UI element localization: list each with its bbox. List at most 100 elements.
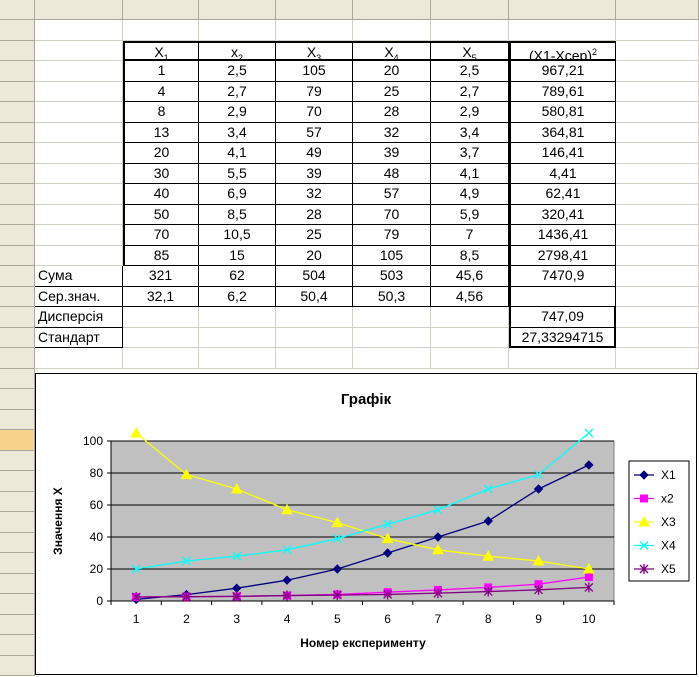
cell-f14[interactable]: 4,56	[431, 287, 509, 307]
cell-c9[interactable]: 6,9	[199, 184, 276, 205]
cell-d11[interactable]: 25	[276, 225, 353, 246]
row-header-30[interactable]	[0, 615, 35, 635]
cell-h6[interactable]	[616, 123, 699, 143]
column-header-a[interactable]	[35, 0, 123, 20]
cell-f15[interactable]	[431, 307, 509, 328]
cell-b4[interactable]: 4	[123, 82, 199, 102]
cell-a12[interactable]	[35, 246, 123, 266]
row-header-13[interactable]	[0, 266, 35, 287]
cell-a3[interactable]	[35, 61, 123, 82]
cell-g2[interactable]: (X1-Xcep)2	[509, 41, 616, 61]
cell-d13[interactable]: 504	[276, 266, 353, 287]
row-header-1[interactable]	[0, 20, 35, 41]
cell-e12[interactable]: 105	[353, 246, 431, 266]
cell-d15[interactable]	[276, 307, 353, 328]
cell-e14[interactable]: 50,3	[353, 287, 431, 307]
row-header-10[interactable]	[0, 205, 35, 225]
cell-c11[interactable]: 10,5	[199, 225, 276, 246]
cell-e9[interactable]: 57	[353, 184, 431, 205]
cell-e1[interactable]	[353, 20, 431, 41]
row-header-5[interactable]	[0, 102, 35, 123]
cell-d10[interactable]: 28	[276, 205, 353, 225]
cell-e4[interactable]: 25	[353, 82, 431, 102]
cell-g11[interactable]: 1436,41	[509, 225, 616, 246]
select-all-corner[interactable]	[0, 0, 35, 20]
cell-d8[interactable]: 39	[276, 164, 353, 184]
cell-d16[interactable]	[276, 328, 353, 348]
cell-b1[interactable]	[123, 20, 199, 41]
cell-a1[interactable]	[35, 20, 123, 41]
cell-c10[interactable]: 8,5	[199, 205, 276, 225]
cell-h4[interactable]	[616, 82, 699, 102]
cell-a10[interactable]	[35, 205, 123, 225]
cell-e11[interactable]: 79	[353, 225, 431, 246]
row-header-24[interactable]	[0, 492, 35, 512]
cell-d9[interactable]: 32	[276, 184, 353, 205]
cell-c7[interactable]: 4,1	[199, 143, 276, 164]
column-header-f[interactable]	[431, 0, 509, 20]
cell-h13[interactable]	[616, 266, 699, 287]
cell-f13[interactable]: 45,6	[431, 266, 509, 287]
cell-a6[interactable]	[35, 123, 123, 143]
cell-f12[interactable]: 8,5	[431, 246, 509, 266]
cell-c14[interactable]: 6,2	[199, 287, 276, 307]
cell-f10[interactable]: 5,9	[431, 205, 509, 225]
cell-e8[interactable]: 48	[353, 164, 431, 184]
cell-e3[interactable]: 20	[353, 61, 431, 82]
cell-a17[interactable]	[35, 348, 123, 369]
cell-h17[interactable]	[616, 348, 699, 369]
row-header-27[interactable]	[0, 553, 35, 574]
row-header-6[interactable]	[0, 123, 35, 143]
row-header-23[interactable]	[0, 471, 35, 492]
cell-g12[interactable]: 2798,41	[509, 246, 616, 266]
cell-d14[interactable]: 50,4	[276, 287, 353, 307]
cell-b16[interactable]	[123, 328, 199, 348]
cell-g17[interactable]	[509, 348, 616, 369]
cell-b2[interactable]: X1	[123, 41, 199, 61]
cell-b3[interactable]: 1	[123, 61, 199, 82]
row-header-26[interactable]	[0, 533, 35, 553]
column-header-b[interactable]	[123, 0, 199, 20]
cell-c17[interactable]	[199, 348, 276, 369]
cell-b17[interactable]	[123, 348, 199, 369]
row-header-25[interactable]	[0, 512, 35, 533]
row-header-22[interactable]	[0, 451, 35, 471]
row-header-18[interactable]	[0, 369, 35, 389]
cell-a16[interactable]: Стандарт	[35, 328, 123, 348]
row-header-31[interactable]	[0, 635, 35, 656]
cell-e15[interactable]	[353, 307, 431, 328]
row-header-21[interactable]	[0, 430, 35, 451]
cell-d12[interactable]: 20	[276, 246, 353, 266]
cell-h14[interactable]	[616, 287, 699, 307]
cell-d2[interactable]: X3	[276, 41, 353, 61]
column-header-c[interactable]	[199, 0, 276, 20]
cell-g6[interactable]: 364,81	[509, 123, 616, 143]
row-header-11[interactable]	[0, 225, 35, 246]
cell-b11[interactable]: 70	[123, 225, 199, 246]
cell-c8[interactable]: 5,5	[199, 164, 276, 184]
cell-a11[interactable]	[35, 225, 123, 246]
cell-c1[interactable]	[199, 20, 276, 41]
cell-a15[interactable]: Дисперсія	[35, 307, 123, 328]
cell-f3[interactable]: 2,5	[431, 61, 509, 82]
cell-f4[interactable]: 2,7	[431, 82, 509, 102]
cell-f1[interactable]	[431, 20, 509, 41]
row-header-3[interactable]	[0, 61, 35, 82]
cell-g4[interactable]: 789,61	[509, 82, 616, 102]
cell-g7[interactable]: 146,41	[509, 143, 616, 164]
cell-b10[interactable]: 50	[123, 205, 199, 225]
cell-c16[interactable]	[199, 328, 276, 348]
column-header-e[interactable]	[353, 0, 431, 20]
cell-f6[interactable]: 3,4	[431, 123, 509, 143]
chart-area[interactable]: 0 20 40 60 80 100 1 2 3 4 5 6 7 8 9 10 Графік Номер експе…	[35, 373, 697, 675]
cell-a14[interactable]: Сер.знач.	[35, 287, 123, 307]
row-header-12[interactable]	[0, 246, 35, 266]
cell-c2[interactable]: x2	[199, 41, 276, 61]
column-header-h[interactable]	[616, 0, 699, 20]
cell-b9[interactable]: 40	[123, 184, 199, 205]
row-header-14[interactable]	[0, 287, 35, 307]
cell-b14[interactable]: 32,1	[123, 287, 199, 307]
row-header-28[interactable]	[0, 574, 35, 594]
cell-h9[interactable]	[616, 184, 699, 205]
cell-c5[interactable]: 2,9	[199, 102, 276, 123]
